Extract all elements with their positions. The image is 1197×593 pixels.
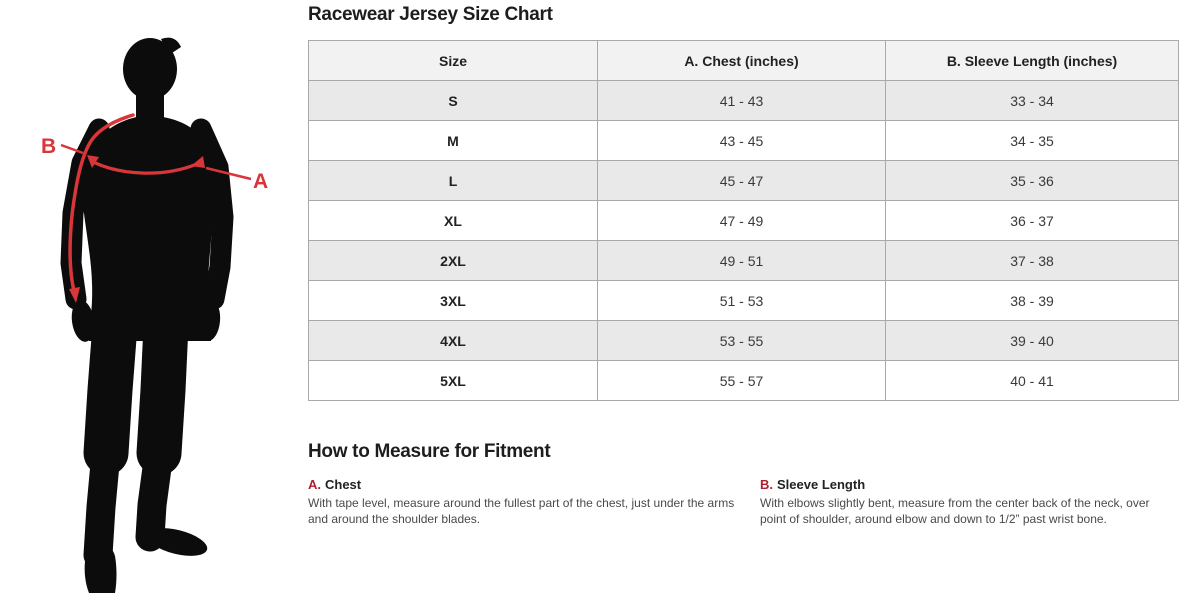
size-chart-table: Size A. Chest (inches) B. Sleeve Length … — [308, 40, 1179, 401]
chest-measure-letter: A. — [308, 477, 321, 492]
size-cell: S — [308, 80, 598, 121]
sleeve-cell: 39 - 40 — [885, 320, 1179, 361]
table-row: L 45 - 47 35 - 36 — [308, 160, 1179, 201]
chest-cell: 53 - 55 — [597, 320, 886, 361]
table-row: 5XL 55 - 57 40 - 41 — [308, 360, 1179, 401]
sleeve-cell: 35 - 36 — [885, 160, 1179, 201]
chest-column-header: A. Chest (inches) — [597, 40, 886, 81]
body-silhouette — [60, 37, 234, 593]
table-row: M 43 - 45 34 - 35 — [308, 120, 1179, 161]
chest-cell: 41 - 43 — [597, 80, 886, 121]
chest-label-leader — [205, 166, 252, 181]
size-cell: L — [308, 160, 598, 201]
sleeve-label-b: B — [41, 135, 56, 158]
size-cell: 3XL — [308, 280, 598, 321]
size-cell: 5XL — [308, 360, 598, 401]
sleeve-measure-letter: B. — [760, 477, 773, 492]
measure-section-heading: How to Measure for Fitment — [308, 441, 551, 462]
chest-measure-description: With tape level, measure around the full… — [308, 496, 735, 527]
chest-measure-line — [87, 155, 205, 175]
chest-arrowhead-right-icon — [191, 156, 205, 168]
sleeve-cell: 34 - 35 — [885, 120, 1179, 161]
chest-cell: 45 - 47 — [597, 160, 886, 201]
sleeve-cell: 36 - 37 — [885, 200, 1179, 241]
chest-cell: 49 - 51 — [597, 240, 886, 281]
sleeve-measure-line — [68, 113, 135, 303]
content-area: Racewear Jersey Size Chart Size A. Chest… — [308, 0, 1179, 593]
sleeve-cell: 37 - 38 — [885, 240, 1179, 281]
size-column-header: Size — [308, 40, 598, 81]
table-row: 2XL 49 - 51 37 - 38 — [308, 240, 1179, 281]
measurement-figure: B A — [25, 25, 285, 593]
sleeve-cell: 40 - 41 — [885, 360, 1179, 401]
size-cell: 4XL — [308, 320, 598, 361]
sleeve-column-header: B. Sleeve Length (inches) — [885, 40, 1179, 81]
table-row: 3XL 51 - 53 38 - 39 — [308, 280, 1179, 321]
chest-measure-name: Chest — [325, 477, 362, 492]
chest-measure-block: A. Chest With tape level, measure around … — [308, 477, 748, 527]
size-cell: M — [308, 120, 598, 161]
chest-cell: 43 - 45 — [597, 120, 886, 161]
table-row: S 41 - 43 33 - 34 — [308, 80, 1179, 121]
chest-arrowhead-left-icon — [87, 155, 99, 168]
sleeve-arrowhead-icon — [69, 287, 80, 303]
size-cell: XL — [308, 200, 598, 241]
sleeve-cell: 38 - 39 — [885, 280, 1179, 321]
table-row: 4XL 53 - 55 39 - 40 — [308, 320, 1179, 361]
sleeve-label-leader — [60, 143, 84, 155]
chest-label-a: A — [253, 170, 268, 193]
table-row: XL 47 - 49 36 - 37 — [308, 200, 1179, 241]
sleeve-measure-block: B. Sleeve Length With elbows slightly ben… — [760, 477, 1178, 527]
table-header-row: Size A. Chest (inches) B. Sleeve Length … — [308, 40, 1179, 81]
page-title: Racewear Jersey Size Chart — [308, 4, 553, 25]
chest-cell: 55 - 57 — [597, 360, 886, 401]
chest-cell: 51 - 53 — [597, 280, 886, 321]
body-figure-svg: B A — [41, 37, 268, 593]
chest-measure-heading: A. Chest — [308, 477, 748, 492]
sleeve-measure-name: Sleeve Length — [777, 477, 866, 492]
size-cell: 2XL — [308, 240, 598, 281]
chest-cell: 47 - 49 — [597, 200, 886, 241]
sleeve-measure-description: With elbows slightly bent, measure from … — [760, 496, 1150, 527]
sleeve-measure-heading: B. Sleeve Length — [760, 477, 1178, 492]
sleeve-cell: 33 - 34 — [885, 80, 1179, 121]
